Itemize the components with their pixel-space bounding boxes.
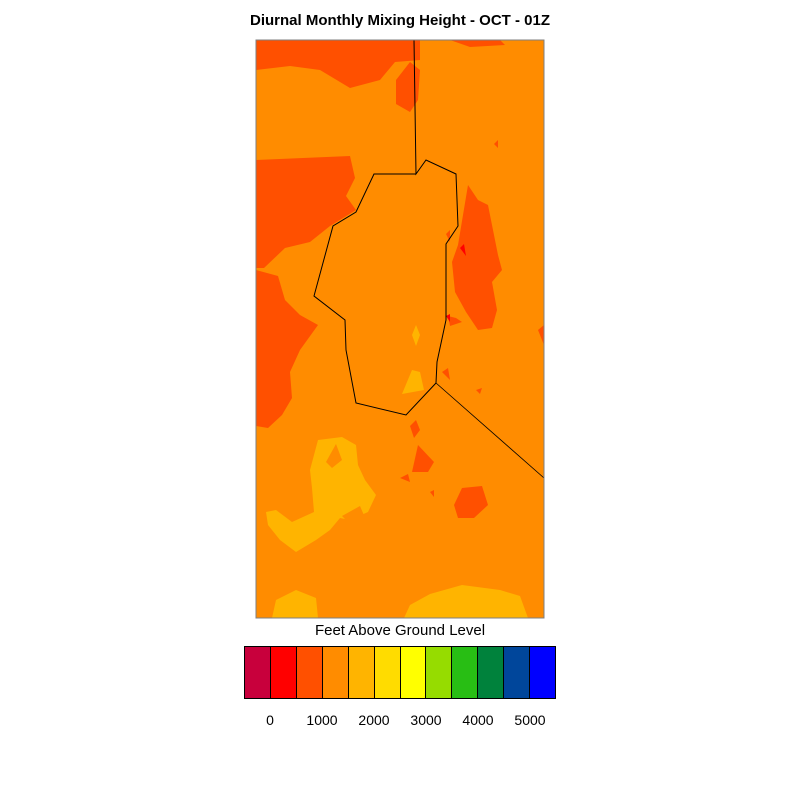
- colorbar-tick-3000: 3000: [410, 712, 442, 728]
- low-region-spot-e: [448, 316, 462, 326]
- high-region-inner-a: [402, 370, 424, 394]
- low-region-right: [452, 185, 502, 330]
- county-boundary: [313, 40, 459, 416]
- low-region-top-blob: [396, 62, 420, 112]
- low-region-spot-j: [430, 490, 434, 497]
- colorbar-swatch-0: [245, 647, 271, 698]
- map-frame: [255, 39, 545, 619]
- colorbar-swatch-8: [452, 647, 479, 698]
- colorbar-swatch-7: [426, 647, 453, 698]
- low-region-left-upper: [256, 156, 356, 268]
- colorbar-swatch-11: [530, 647, 556, 698]
- colorbar-swatch-4: [348, 647, 375, 698]
- colorbar-swatch-3: [322, 647, 349, 698]
- low-region-spot-g: [442, 368, 450, 380]
- colorbar-tick-0: 0: [266, 712, 274, 728]
- high-region-west-middle: [266, 437, 376, 552]
- colorbar-swatch-6: [400, 647, 427, 698]
- lowest-region-spot-b: [446, 314, 450, 322]
- colorbar-tick-4000: 4000: [462, 712, 494, 728]
- colorbar-swatch-5: [374, 647, 401, 698]
- colorbar-swatch-9: [478, 647, 505, 698]
- low-region-spot-d: [400, 474, 410, 482]
- low-region-left-lower: [256, 270, 318, 428]
- low-region-spot-f: [538, 325, 544, 345]
- lowest-region-spot-a: [460, 244, 466, 256]
- high-region-south: [272, 590, 318, 618]
- low-region-spot-a: [412, 445, 434, 472]
- colorbar-swatch-1: [270, 647, 297, 698]
- colorbar-tick-5000: 5000: [514, 712, 546, 728]
- colorbar-tick-1000: 1000: [306, 712, 338, 728]
- chart-title: Diurnal Monthly Mixing Height - OCT - 01…: [250, 12, 550, 29]
- high-region-southeast: [404, 585, 528, 618]
- low-region-top-right: [450, 40, 505, 47]
- low-region-spot-b: [454, 486, 488, 518]
- low-region-spot-c: [410, 420, 420, 438]
- colorbar: [244, 646, 556, 699]
- low-region-top-left: [256, 40, 420, 88]
- colorbar-swatch-2: [296, 647, 323, 698]
- base-cutout-a: [326, 444, 342, 468]
- county-boundary-diagonal: [435, 382, 544, 479]
- low-region-spot-h: [476, 388, 482, 394]
- colorbar-swatch-10: [504, 647, 531, 698]
- colorbar-tick-2000: 2000: [358, 712, 390, 728]
- colorbar-title: Feet Above Ground Level: [314, 622, 486, 639]
- high-region-inner-b: [412, 325, 420, 346]
- base-cutout-b: [342, 506, 366, 524]
- low-region-spot-k: [494, 140, 498, 148]
